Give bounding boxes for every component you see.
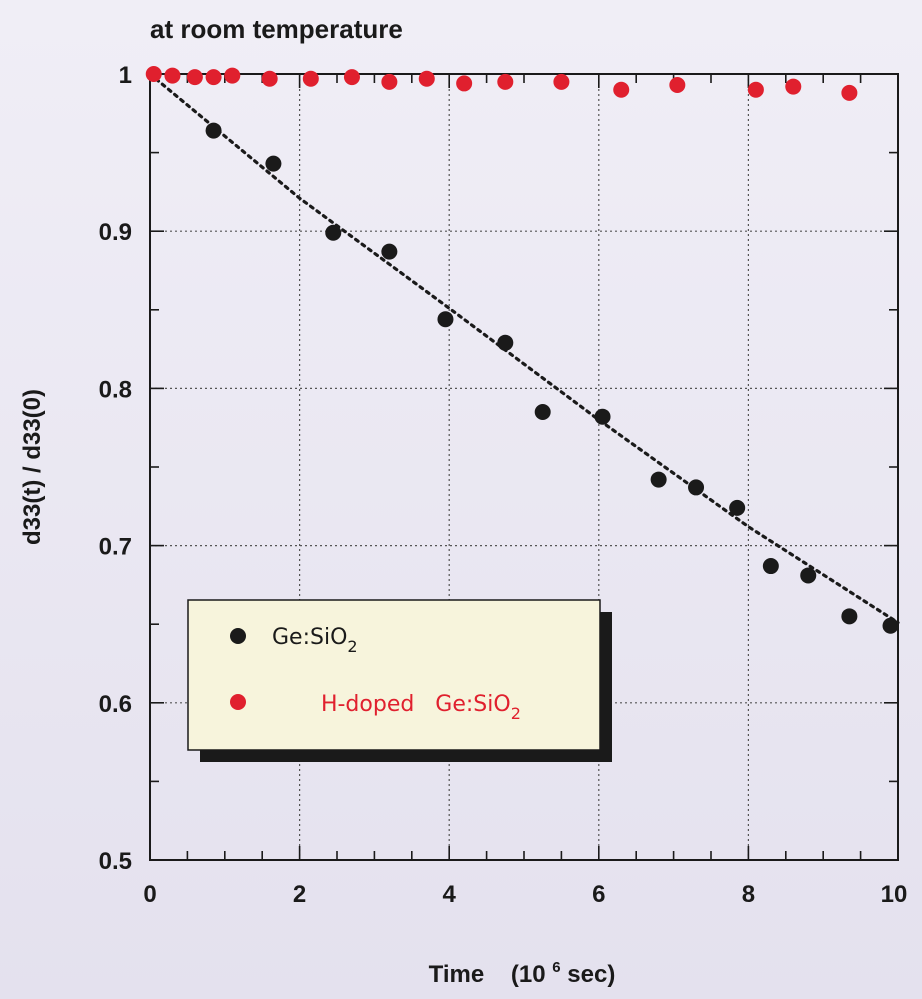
legend-label-ge-sio2-main: Ge:SiO	[272, 625, 347, 650]
y-tick-label: 0.8	[99, 376, 132, 403]
x-axis-unit-suffix: sec)	[567, 961, 615, 988]
data-point-ge-sio2	[594, 408, 611, 425]
legend-label-h-doped-main: H-doped Ge:SiO	[321, 692, 511, 717]
data-point-h-doped	[497, 73, 514, 90]
data-point-h-doped	[164, 67, 181, 84]
x-axis-unit-exponent: 6	[552, 959, 560, 976]
chart-title: at room temperature	[150, 14, 403, 44]
data-point-h-doped	[553, 73, 570, 90]
legend-label-ge-sio2-sub: 2	[347, 637, 357, 656]
data-point-h-doped	[205, 69, 222, 86]
data-point-ge-sio2	[205, 122, 222, 139]
data-point-ge-sio2	[381, 243, 398, 260]
data-point-ge-sio2	[688, 479, 705, 496]
data-point-ge-sio2	[497, 334, 514, 351]
y-tick-label: 0.7	[99, 534, 132, 561]
x-tick-label: 10	[881, 881, 908, 908]
plot-area	[145, 66, 900, 861]
data-point-ge-sio2	[265, 155, 282, 172]
x-tick-label: 2	[293, 881, 306, 908]
legend-label-ge-sio2: Ge:SiO2	[272, 625, 358, 656]
data-point-h-doped	[841, 84, 858, 101]
data-point-ge-sio2	[650, 471, 667, 488]
data-point-h-doped	[669, 77, 686, 94]
data-point-h-doped	[381, 73, 398, 90]
data-point-h-doped	[785, 78, 802, 95]
fit-line-group	[148, 72, 900, 625]
x-axis-title: Time (10 6 sec)	[429, 951, 616, 988]
legend-label-h-doped-sub: 2	[511, 704, 521, 723]
y-axis-title: d33(t) / d33(0)	[19, 389, 46, 545]
data-point-ge-sio2	[534, 403, 551, 420]
y-tick-labels: 0.5 0.6 0.7 0.8 0.9 1	[99, 62, 132, 875]
data-point-ge-sio2	[882, 617, 899, 634]
data-point-h-doped	[261, 70, 278, 87]
legend-marker-ge-sio2	[230, 628, 246, 644]
x-tick-label: 8	[742, 881, 755, 908]
data-point-h-doped	[302, 70, 319, 87]
data-point-h-doped	[418, 70, 435, 87]
y-axis-label: d33(t) / d33(0)	[19, 389, 46, 545]
data-point-h-doped	[224, 67, 241, 84]
data-point-ge-sio2	[325, 224, 342, 241]
y-tick-label: 1	[119, 62, 132, 89]
x-tick-label: 0	[143, 881, 156, 908]
legend-label-h-doped: H-doped Ge:SiO2	[272, 692, 556, 725]
x-tick-label: 4	[443, 881, 457, 908]
data-point-h-doped	[145, 66, 162, 82]
legend-box	[187, 599, 601, 751]
legend-marker-h-doped	[230, 694, 246, 710]
data-point-ge-sio2	[762, 558, 779, 575]
data-point-ge-sio2	[800, 567, 817, 584]
data-point-h-doped	[343, 69, 360, 86]
y-tick-label: 0.6	[99, 691, 132, 718]
data-point-h-doped	[456, 75, 473, 92]
y-tick-label: 0.9	[99, 219, 132, 246]
x-tick-label: 6	[592, 881, 605, 908]
x-tick-labels: 0 2 4 6 8 10	[143, 881, 907, 908]
fit-line	[148, 72, 900, 625]
legend: Ge:SiO2 H-doped Ge:SiO2	[187, 599, 612, 762]
data-point-h-doped	[613, 81, 630, 98]
data-point-h-doped	[747, 81, 764, 98]
data-point-ge-sio2	[841, 608, 858, 625]
x-axis-unit-prefix: (10	[511, 961, 546, 988]
data-point-ge-sio2	[729, 499, 746, 516]
data-point-h-doped	[186, 69, 203, 86]
data-point-ge-sio2	[437, 311, 454, 328]
x-axis-label-main: Time	[429, 961, 485, 988]
y-tick-label: 0.5	[99, 848, 132, 875]
data-points	[145, 66, 899, 634]
